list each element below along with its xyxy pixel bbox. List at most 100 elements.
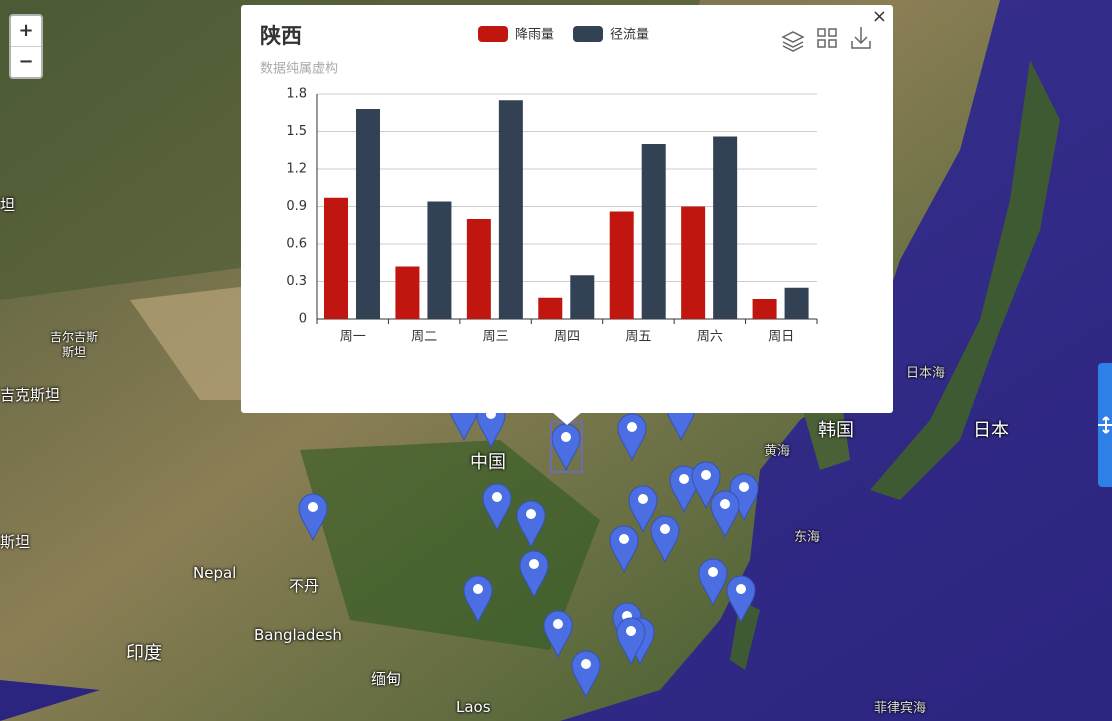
marker-dot [619, 534, 629, 544]
map-marker[interactable] [650, 515, 680, 564]
marker-dot [736, 584, 746, 594]
map-label: 斯坦 [0, 533, 31, 551]
x-tick-label: 周四 [554, 330, 580, 345]
y-tick-label: 0.9 [286, 199, 307, 214]
map-marker[interactable] [616, 617, 646, 666]
bar [356, 109, 380, 319]
toolbox [781, 27, 871, 52]
map-label: Nepal [193, 564, 237, 582]
bar [498, 100, 523, 319]
marker-pin [617, 413, 647, 462]
map-marker[interactable] [691, 461, 721, 510]
bar [324, 197, 348, 319]
close-button[interactable]: × [871, 6, 887, 27]
map-marker[interactable] [669, 465, 699, 514]
marker-dot [679, 474, 689, 484]
legend-item[interactable]: 径流量 [573, 26, 649, 43]
marker-dot [553, 619, 563, 629]
map-label: 黄海 [764, 444, 791, 459]
map-marker[interactable] [543, 610, 573, 659]
zoom-control: + − [9, 14, 43, 79]
marker-dot [561, 432, 571, 442]
marker-dot [660, 524, 670, 534]
marker-pin [628, 485, 658, 534]
marker-pin [519, 550, 549, 599]
marker-pin [698, 558, 728, 607]
map-label: 缅甸 [371, 670, 402, 688]
bar [784, 287, 809, 319]
map-label: 日本海 [906, 366, 946, 381]
map-label: 吉克斯坦 [0, 386, 61, 404]
bar [752, 299, 777, 319]
marker-pin [463, 575, 493, 624]
map-label: 印度 [126, 643, 162, 664]
x-tick-label: 周五 [625, 330, 651, 345]
zoom-in[interactable]: + [11, 16, 41, 47]
map-marker[interactable] [726, 575, 756, 624]
marker-dot [529, 559, 539, 569]
bar [681, 206, 706, 319]
marker-dot [701, 470, 711, 480]
chart: 陕西 数据纯属虚构 0 0.3 0.6 0.9 1.2 1.5 1.8 周一 周二 周三 周四 周五 周… [260, 24, 871, 345]
marker-pin [298, 493, 328, 542]
map-label: 不丹 [289, 577, 320, 595]
marker-dot [526, 509, 536, 519]
map-marker[interactable] [519, 550, 549, 599]
marker-pin [691, 461, 721, 510]
chart-title: 陕西 [260, 24, 302, 48]
legend-label: 降雨量 [515, 28, 554, 43]
zoom-out[interactable]: − [18, 51, 34, 72]
map-marker[interactable] [298, 493, 328, 542]
download-icon[interactable] [851, 27, 871, 49]
marker-pin [571, 650, 601, 699]
y-tick-label: 0.6 [286, 237, 307, 252]
marker-pin [551, 423, 581, 472]
y-tick-label: 1.2 [286, 162, 307, 177]
x-tick-label: 周三 [483, 330, 509, 345]
x-tick-label: 周二 [411, 330, 437, 345]
y-tick-label: 0.3 [286, 274, 307, 289]
map-marker[interactable] [609, 525, 639, 574]
map-label: 中国 [470, 452, 506, 473]
map-marker[interactable] [482, 483, 512, 532]
marker-pin [609, 525, 639, 574]
bar [641, 144, 666, 319]
map-marker[interactable] [617, 413, 647, 462]
map-label: 东海 [794, 530, 821, 545]
marker-dot [473, 584, 483, 594]
marker-dot [627, 422, 637, 432]
map-label: 菲律宾海 [874, 701, 927, 716]
drag-handle[interactable] [1098, 363, 1112, 487]
bar [713, 136, 738, 319]
tiled-icon[interactable] [817, 28, 837, 48]
map-marker[interactable] [698, 558, 728, 607]
y-tick-label: 0 [299, 312, 307, 327]
marker-dot [739, 482, 749, 492]
marker-pin [543, 610, 573, 659]
legend-item[interactable]: 降雨量 [478, 26, 554, 43]
stack-icon[interactable] [781, 31, 805, 52]
legend-swatch [478, 26, 508, 42]
y-tick-label: 1.8 [286, 87, 307, 102]
marker-pin [650, 515, 680, 564]
popup: 陕西 数据纯属虚构 0 0.3 0.6 0.9 1.2 1.5 1.8 周一 周二 周三 周四 周五 周… [241, 5, 893, 413]
chart-subtitle: 数据纯属虚构 [260, 62, 338, 77]
map-marker[interactable] [516, 500, 546, 549]
map-marker[interactable] [628, 485, 658, 534]
map-marker[interactable] [551, 423, 581, 472]
popup-arrow [552, 412, 582, 425]
map-label: 日本 [973, 420, 1009, 441]
map-marker[interactable] [710, 490, 740, 539]
x-tick-label: 周日 [768, 330, 794, 345]
map-marker[interactable] [571, 650, 601, 699]
marker-dot [638, 494, 648, 504]
marker-dot [492, 492, 502, 502]
marker-dot [581, 659, 591, 669]
x-tick-label: 周一 [340, 330, 366, 345]
map-label: 吉尔吉斯 斯坦 [50, 330, 99, 359]
marker-pin [516, 500, 546, 549]
bar [427, 201, 452, 319]
map-marker[interactable] [463, 575, 493, 624]
bar [570, 275, 595, 319]
